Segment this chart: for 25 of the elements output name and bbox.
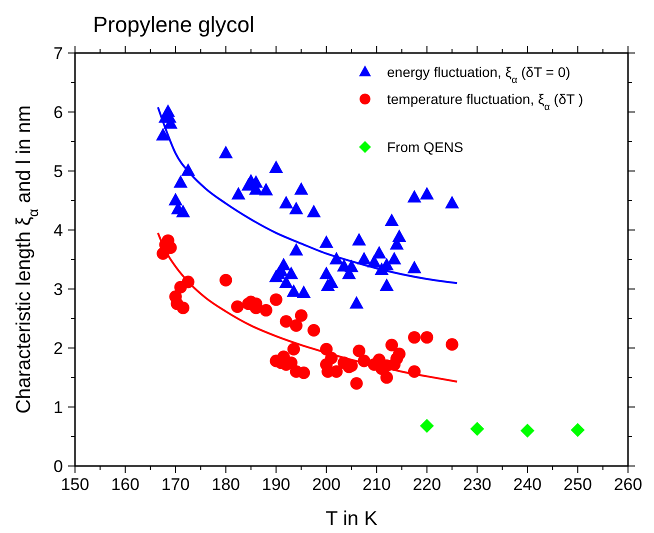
legend-label: energy fluctuation, ξ$_{α}$ (δT = 0): [387, 64, 570, 86]
x-tick-label: 180: [212, 475, 240, 494]
legend-label: temperature fluctuation, ξ$_{α}$ (δT ): [387, 91, 584, 112]
y-tick-label: 0: [54, 457, 63, 476]
y-tick-label: 1: [54, 398, 63, 417]
x-tick-label: 230: [462, 475, 492, 494]
legend-label: From QENS: [387, 139, 464, 155]
y-tick-label: 2: [54, 339, 63, 358]
x-tick-label: 200: [312, 475, 341, 494]
y-tick-label: 4: [54, 221, 63, 240]
x-tick-label: 150: [60, 475, 90, 494]
x-tick-label: 220: [412, 475, 442, 494]
y-tick-label: 5: [54, 162, 63, 181]
y-tick-label: 7: [54, 44, 63, 63]
x-tick-label: 210: [362, 475, 391, 494]
chart-title: Propylene glycol: [93, 12, 254, 37]
x-tick-label: 240: [513, 475, 542, 494]
y-tick-label: 6: [54, 103, 63, 122]
x-tick-label: 170: [161, 475, 190, 494]
x-tick-label: 250: [564, 475, 592, 494]
y-tick-label: 3: [54, 280, 63, 299]
x-tick-label: 260: [614, 475, 642, 494]
x-tick-label: 190: [262, 475, 290, 494]
x-axis-title: T in K: [326, 508, 378, 530]
x-tick-label: 160: [111, 475, 140, 494]
